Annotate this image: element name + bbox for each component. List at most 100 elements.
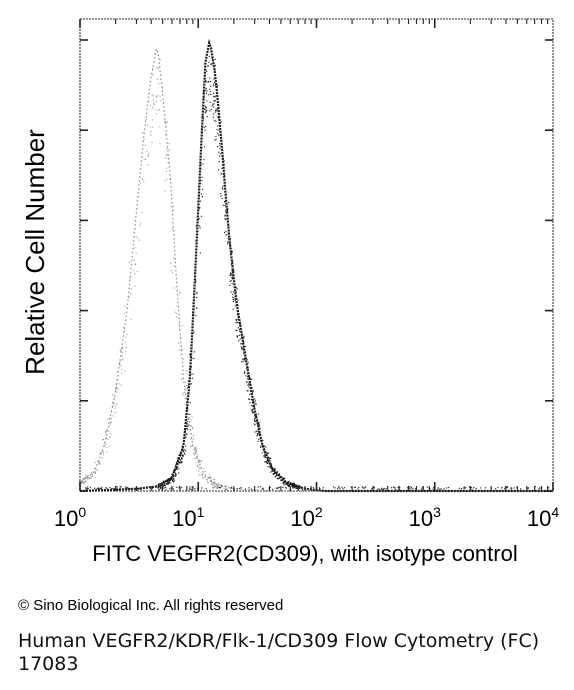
event-dot <box>271 470 273 472</box>
event-dot <box>206 116 208 118</box>
event-dot <box>161 482 163 484</box>
event-dot <box>231 270 233 272</box>
event-dot <box>224 174 226 177</box>
event-dot <box>175 312 178 315</box>
event-dot <box>168 481 170 483</box>
event-dot <box>127 487 129 489</box>
event-dot <box>159 95 161 97</box>
event-dot <box>385 488 387 490</box>
event-dot <box>205 111 207 113</box>
event-dot <box>258 421 260 423</box>
event-dot <box>221 167 223 170</box>
event-dot <box>80 481 82 483</box>
event-dot <box>198 470 200 472</box>
event-dot <box>254 414 256 416</box>
event-dot <box>202 163 204 165</box>
event-dot <box>206 100 208 102</box>
event-dot <box>258 423 260 425</box>
event-dot <box>267 456 269 459</box>
event-dot <box>446 487 448 489</box>
event-dot <box>125 346 128 348</box>
event-dot <box>213 119 216 122</box>
event-dot <box>139 224 141 226</box>
event-dot <box>248 383 250 385</box>
event-dot <box>241 343 243 345</box>
event-dot <box>230 263 233 266</box>
event-dot <box>199 460 201 462</box>
event-dot <box>118 364 121 366</box>
event-dot <box>527 487 529 489</box>
event-dot <box>510 487 512 489</box>
event-dot <box>215 85 217 87</box>
event-dot <box>162 484 164 486</box>
event-dot <box>143 158 145 160</box>
event-dot <box>191 344 193 346</box>
event-dot <box>186 387 188 389</box>
event-dot <box>181 456 183 459</box>
event-dot <box>199 207 201 209</box>
event-dot <box>440 488 442 490</box>
event-dot <box>117 379 119 381</box>
event-dot <box>171 476 173 478</box>
event-dot <box>186 408 188 410</box>
event-dot <box>205 80 207 82</box>
event-dot <box>166 121 168 123</box>
event-dot <box>222 204 225 206</box>
event-dot <box>240 346 242 348</box>
event-dot <box>216 129 218 131</box>
event-dot <box>210 63 213 65</box>
event-dot <box>126 334 128 336</box>
event-dot <box>187 380 189 382</box>
event-dot <box>80 482 83 485</box>
event-dot <box>147 154 149 156</box>
event-dot <box>224 485 227 487</box>
event-dot <box>179 461 181 463</box>
event-dot <box>195 457 197 459</box>
event-dot <box>236 336 238 338</box>
event-dot <box>119 486 121 488</box>
event-dot <box>186 421 188 423</box>
event-dot <box>204 105 206 107</box>
event-dot <box>164 120 166 122</box>
event-dot <box>223 160 225 162</box>
event-dot <box>538 488 540 490</box>
event-dot <box>215 138 217 140</box>
event-dot <box>211 109 213 111</box>
event-dot <box>269 464 271 466</box>
event-dot <box>227 237 229 239</box>
event-dot <box>193 351 195 353</box>
event-dot <box>172 477 174 479</box>
event-dot <box>112 488 114 490</box>
event-dot <box>176 316 178 318</box>
event-dot <box>283 481 285 483</box>
event-dot <box>220 484 222 486</box>
event-dot <box>520 488 522 490</box>
event-dot <box>475 487 477 490</box>
event-dot <box>500 487 503 489</box>
event-dot <box>175 474 177 476</box>
event-dot <box>463 486 466 488</box>
event-dot <box>265 451 267 454</box>
event-dot <box>173 480 175 482</box>
event-dot <box>257 434 259 436</box>
event-dot <box>276 471 278 473</box>
event-dot <box>131 488 134 490</box>
event-dot <box>224 204 226 207</box>
event-dot <box>410 488 412 490</box>
event-dot <box>119 350 121 352</box>
event-dot <box>230 251 232 254</box>
event-dot <box>217 487 219 489</box>
event-dot <box>261 442 263 444</box>
event-dot <box>193 454 195 456</box>
event-dot <box>258 424 260 426</box>
event-dot <box>233 297 235 299</box>
event-dot <box>272 469 274 471</box>
event-dot <box>265 446 267 448</box>
event-dot <box>185 433 187 435</box>
event-dot <box>192 444 194 446</box>
event-dot <box>230 291 232 293</box>
event-dot <box>184 453 186 455</box>
event-dot <box>226 210 228 213</box>
event-dot <box>263 449 265 451</box>
event-dot <box>165 486 167 488</box>
